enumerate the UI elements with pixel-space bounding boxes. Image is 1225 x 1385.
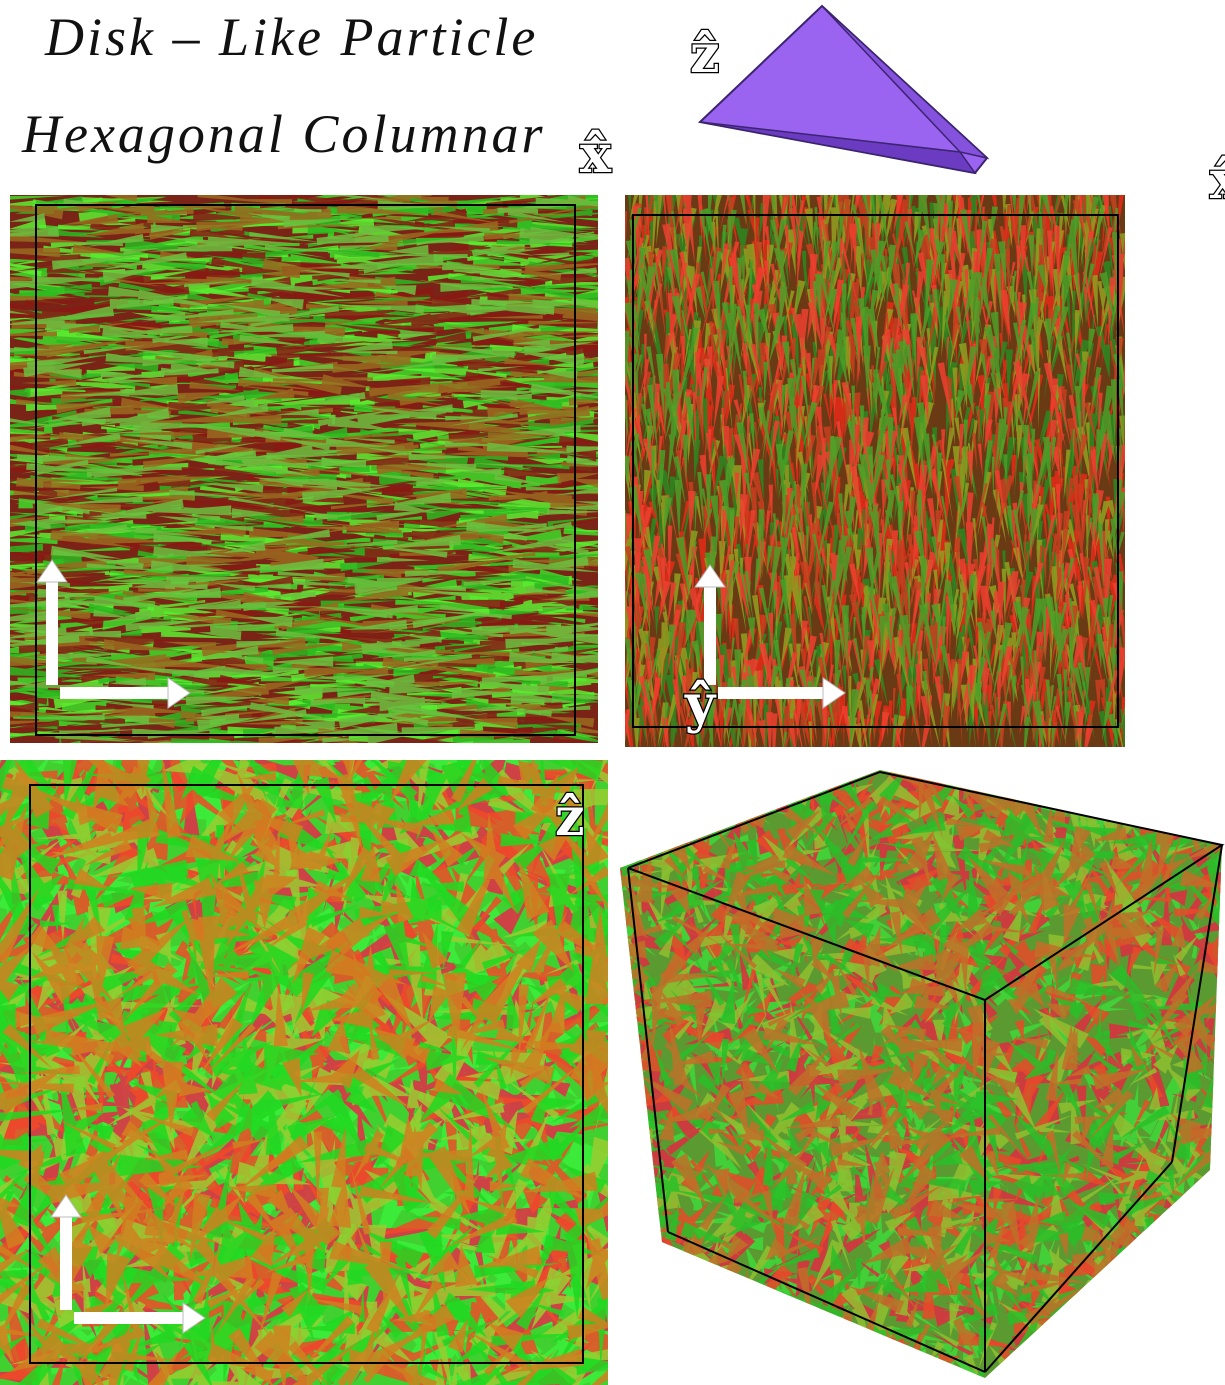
title-line: Hexagonal Columnar [21, 104, 545, 164]
particle-textures [0, 160, 1225, 1385]
axis-label: ẑ [690, 24, 720, 85]
figure: Disk – Like Particle Hexagonal Columnar … [0, 0, 1225, 1385]
particle-panel [0, 726, 645, 1385]
axis-label: x̂ [580, 124, 612, 185]
title-line: Disk – Like Particle [44, 7, 538, 67]
axis-label: x̂ [1210, 150, 1225, 211]
particle-panel [0, 186, 643, 752]
axis-label: ŷ [684, 674, 717, 735]
particle-icon [700, 6, 987, 173]
particle-panel [597, 741, 1225, 1385]
axis-label: ẑ [555, 787, 585, 848]
